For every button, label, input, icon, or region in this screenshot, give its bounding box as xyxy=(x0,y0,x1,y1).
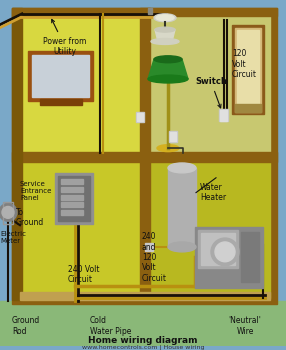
Bar xyxy=(148,14,270,152)
Bar xyxy=(235,28,261,112)
Bar xyxy=(219,108,228,121)
Text: Home wiring diagram: Home wiring diagram xyxy=(88,336,198,345)
Ellipse shape xyxy=(168,163,196,173)
Bar xyxy=(145,243,153,251)
Text: Service
Entrance
Panel: Service Entrance Panel xyxy=(20,181,51,201)
Ellipse shape xyxy=(151,38,179,44)
Ellipse shape xyxy=(156,15,174,21)
Text: 240
and
120
Volt
Circuit: 240 and 120 Volt Circuit xyxy=(142,232,167,283)
Bar xyxy=(198,230,238,268)
Bar xyxy=(3,203,13,224)
Ellipse shape xyxy=(157,145,179,152)
Text: Water
Heater: Water Heater xyxy=(200,183,226,202)
Bar xyxy=(169,131,177,142)
Text: Cold
Water Pipe: Cold Water Pipe xyxy=(90,316,131,336)
Circle shape xyxy=(2,206,14,218)
Ellipse shape xyxy=(154,56,182,63)
Bar xyxy=(241,232,259,281)
Bar xyxy=(61,195,83,200)
Bar xyxy=(220,110,227,120)
Text: 'Neutral'
Wire: 'Neutral' Wire xyxy=(229,316,261,336)
Ellipse shape xyxy=(155,27,175,32)
Ellipse shape xyxy=(168,242,196,252)
Bar xyxy=(12,8,277,16)
Text: Electric
Meter: Electric Meter xyxy=(0,231,26,244)
Ellipse shape xyxy=(154,14,176,22)
Bar xyxy=(20,292,270,300)
Bar xyxy=(201,233,235,265)
Bar xyxy=(58,176,90,221)
Text: 120
Volt
Circuit: 120 Volt Circuit xyxy=(232,49,257,79)
Circle shape xyxy=(0,203,17,221)
Bar xyxy=(175,20,227,119)
Bar xyxy=(61,187,83,191)
Text: Switch: Switch xyxy=(195,77,227,108)
Bar xyxy=(40,99,82,105)
Bar xyxy=(170,132,176,141)
Bar xyxy=(20,14,140,152)
Bar xyxy=(28,51,93,101)
Bar xyxy=(12,152,277,162)
Circle shape xyxy=(215,242,235,262)
Bar xyxy=(148,160,270,298)
Bar xyxy=(61,210,83,215)
Polygon shape xyxy=(155,30,175,42)
Bar xyxy=(148,8,152,14)
Bar xyxy=(137,113,143,121)
Ellipse shape xyxy=(148,75,188,83)
Bar xyxy=(195,227,263,288)
Text: Power from
Utility: Power from Utility xyxy=(43,19,87,56)
Bar xyxy=(235,104,261,112)
Bar xyxy=(237,30,259,107)
Bar xyxy=(20,160,140,298)
Bar xyxy=(61,203,83,208)
Bar xyxy=(12,8,277,304)
Circle shape xyxy=(211,238,239,266)
Bar xyxy=(232,25,264,114)
Polygon shape xyxy=(148,59,188,79)
Text: www.homecontrols.com | House wiring: www.homecontrols.com | House wiring xyxy=(82,345,204,350)
Bar xyxy=(168,168,196,247)
Bar xyxy=(12,8,22,300)
Bar xyxy=(32,55,89,97)
Text: Ground
Rod: Ground Rod xyxy=(12,316,40,336)
Bar xyxy=(0,301,286,346)
Text: 240 Volt
Circuit: 240 Volt Circuit xyxy=(68,265,100,284)
Bar xyxy=(136,112,144,122)
Bar xyxy=(140,8,150,300)
Bar xyxy=(61,179,83,184)
Text: To
Ground: To Ground xyxy=(16,208,44,227)
Bar xyxy=(55,173,93,224)
